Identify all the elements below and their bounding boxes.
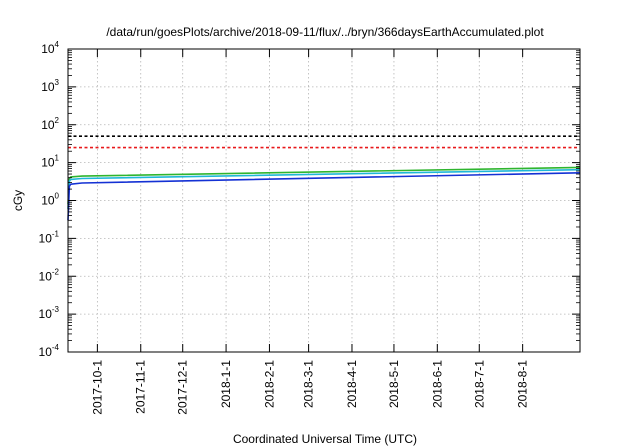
x-tick-label: 2018-7-1: [472, 360, 486, 408]
y-tick-labels: 10-4 10-3 10-2 10-1 100 101 102 103 104: [39, 40, 60, 359]
y-tick-label: 102: [41, 116, 59, 132]
axis-ticks: [68, 48, 580, 353]
series-line: [67, 166, 581, 205]
x-tick-label: 2017-12-1: [176, 360, 190, 415]
y-axis-label: cGy: [11, 190, 25, 211]
series-lines: [67, 166, 581, 221]
reference-lines: [68, 135, 580, 149]
x-tick-labels: 2017-10-1 2017-11-1 2017-12-1 2018-1-1 2018-…: [90, 360, 529, 415]
x-tick-label: 2018-8-1: [516, 360, 530, 408]
y-tick-label: 100: [41, 192, 59, 208]
x-tick-label: 2018-2-1: [262, 360, 276, 408]
y-tick-label: 103: [41, 78, 59, 94]
x-tick-label: 2017-10-1: [90, 360, 104, 415]
y-tick-label: 10-3: [39, 305, 60, 321]
x-tick-label: 2018-6-1: [430, 360, 444, 408]
chart-title: /data/run/goesPlots/archive/2018-09-11/f…: [106, 25, 544, 39]
y-tick-label: 10-4: [39, 343, 60, 359]
x-tick-label: 2018-3-1: [302, 360, 316, 408]
y-tick-label: 10-2: [39, 267, 60, 283]
y-tick-label: 104: [41, 40, 59, 56]
y-tick-label: 101: [41, 154, 59, 170]
series-line: [67, 172, 581, 221]
x-tick-label: 2018-1-1: [219, 360, 233, 408]
x-tick-label: 2017-11-1: [134, 360, 148, 414]
x-tick-label: 2018-4-1: [345, 360, 359, 408]
x-axis-label: Coordinated Universal Time (UTC): [233, 432, 417, 446]
y-tick-label: 10-1: [39, 229, 60, 245]
x-tick-label: 2018-5-1: [387, 360, 401, 408]
grid: [68, 49, 580, 352]
